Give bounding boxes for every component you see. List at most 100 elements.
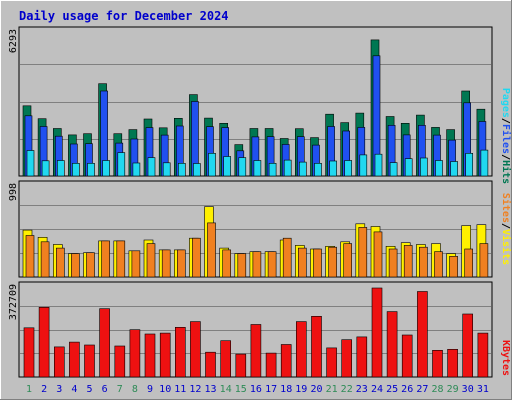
bar-pages [147, 157, 156, 177]
chart-bars [22, 39, 489, 378]
day-label: 25 [386, 384, 398, 395]
day-label: 3 [56, 384, 62, 395]
bar-kbytes [462, 313, 474, 378]
bar-kbytes [386, 311, 398, 378]
bar-sites [40, 241, 50, 278]
bar-sites [297, 247, 307, 278]
legend-files: Files [500, 124, 512, 154]
bar-pages [450, 161, 458, 177]
bar-pages [102, 160, 110, 177]
day-label: 1 [26, 384, 32, 395]
bar-kbytes [356, 336, 368, 378]
legend-sites: Sites [500, 193, 512, 223]
bar-sites [25, 235, 35, 278]
bar-pages [435, 160, 443, 177]
legend-hits: Hits [500, 160, 512, 184]
bar-kbytes [295, 321, 307, 378]
day-label: 17 [265, 384, 277, 395]
day-label: 6 [102, 384, 108, 395]
bar-sites [161, 249, 171, 278]
bar-sites [434, 251, 443, 278]
bar-sites [479, 243, 489, 278]
day-labels: 1 2 3 4 5 6 7 8 9 10 11 12 13 14 15 16 17 18 19 20 21 22 23 24 2… [26, 384, 489, 395]
bar-kbytes [220, 340, 231, 378]
legend-visits: Visits [500, 229, 512, 265]
bar-kbytes [417, 291, 428, 378]
day-label: 11 [174, 384, 186, 395]
bar-kbytes [235, 353, 247, 378]
day-label: 7 [117, 384, 123, 395]
bar-sites [358, 227, 368, 278]
bar-kbytes [99, 308, 110, 378]
bar-pages [344, 160, 353, 177]
legend-kbytes-label: KBytes [500, 340, 511, 376]
day-label: 16 [250, 384, 262, 395]
y-max-label: 372709 [8, 284, 19, 320]
bar-pages [238, 157, 247, 177]
bar-pages [480, 149, 489, 177]
bar-pages [329, 160, 337, 177]
bar-pages [314, 163, 322, 177]
bar-pages [41, 160, 50, 177]
bar-pages [26, 150, 35, 177]
bar-sites [464, 248, 474, 278]
bar-kbytes [23, 327, 35, 378]
bar-kbytes [371, 287, 383, 378]
bar-sites [403, 245, 413, 278]
day-label: 2 [41, 384, 47, 395]
day-label: 10 [159, 384, 171, 395]
bar-sites [101, 240, 110, 278]
bar-kbytes [447, 348, 458, 378]
bar-sites [192, 237, 201, 278]
bar-sites [267, 251, 277, 278]
day-label: 30 [462, 384, 474, 395]
bar-sites [116, 240, 126, 278]
bar-kbytes [114, 345, 126, 378]
bar-kbytes [159, 332, 171, 378]
bar-sites [252, 251, 262, 278]
day-label: 20 [310, 384, 322, 395]
y-max-labels: 6293 998 372709 [8, 29, 19, 320]
legend-sep-3: / [500, 223, 511, 229]
bar-pages [374, 153, 383, 177]
day-label: 22 [341, 384, 353, 395]
bar-kbytes [326, 347, 337, 378]
bar-kbytes [144, 333, 156, 378]
bar-pages [193, 163, 201, 177]
bar-sites [222, 249, 231, 278]
bar-pages [72, 163, 80, 177]
bar-sites [373, 231, 383, 278]
day-label: 24 [371, 384, 383, 395]
day-label: 21 [326, 384, 338, 395]
bar-pages [117, 152, 126, 177]
day-label: 23 [356, 384, 368, 395]
bar-pages [178, 163, 186, 177]
bar-pages [208, 153, 216, 177]
bar-sites [146, 243, 156, 278]
bar-sites [328, 246, 337, 278]
bar-sites [343, 243, 353, 278]
day-label: 18 [280, 384, 292, 395]
legend-pages: Pages [500, 88, 511, 118]
bar-pages [268, 163, 277, 177]
day-label: 13 [204, 384, 216, 395]
day-label: 31 [477, 384, 489, 395]
bar-kbytes [477, 332, 489, 378]
bar-sites [282, 237, 292, 278]
bar-pages [132, 162, 141, 177]
bar-kbytes [401, 334, 413, 378]
bar-kbytes [432, 349, 443, 378]
bar-kbytes [311, 315, 322, 378]
chart-title: Daily usage for December 2024 [19, 9, 229, 23]
bar-sites [313, 248, 322, 278]
bar-sites [388, 248, 398, 278]
day-label: 5 [86, 384, 92, 395]
legend-visits-sites: Sites/Visits [500, 193, 512, 265]
legend-hits-files-pages: Pages/Files/Hits [500, 88, 512, 184]
bar-pages [465, 153, 474, 177]
bar-sites [131, 250, 141, 278]
bar-sites [419, 246, 428, 278]
day-label: 9 [147, 384, 153, 395]
